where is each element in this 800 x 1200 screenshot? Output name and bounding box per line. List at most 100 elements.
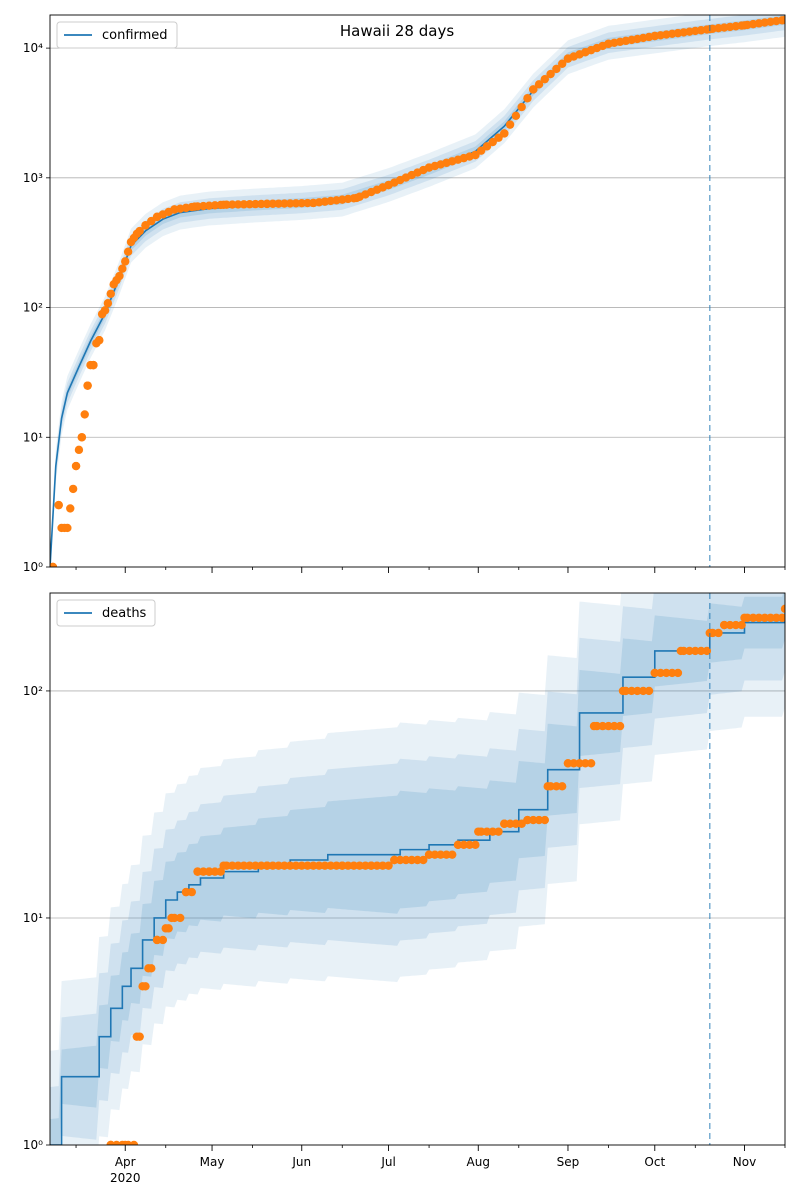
observed-point	[164, 924, 173, 933]
observed-point	[274, 861, 283, 870]
observed-point	[66, 504, 75, 513]
observed-point	[633, 686, 642, 696]
observed-point	[74, 445, 84, 455]
observed-point	[627, 686, 636, 696]
observed-point	[748, 613, 758, 622]
y-tick-label: 10⁰	[23, 1138, 43, 1152]
observed-point	[557, 782, 567, 791]
x-tick-label: Aug	[467, 1155, 490, 1169]
observed-point	[760, 613, 769, 622]
legend: confirmed	[56, 21, 178, 49]
observed-point	[494, 827, 503, 836]
observed-point	[199, 867, 208, 876]
observed-point	[54, 500, 63, 510]
observed-point	[152, 935, 162, 945]
observed-point	[529, 85, 538, 94]
observed-point	[725, 620, 735, 630]
plot-frame	[49, 14, 786, 568]
observed-point	[656, 668, 665, 678]
observed-point	[766, 613, 775, 622]
observed-point	[367, 861, 376, 870]
observed-point	[453, 840, 463, 850]
observed-point	[702, 646, 712, 656]
observed-point	[94, 336, 104, 345]
observed-point	[644, 686, 654, 696]
plot-frame	[49, 592, 786, 1146]
observed-point	[390, 855, 399, 865]
observed-point	[586, 759, 596, 768]
observed-point	[552, 64, 561, 74]
observed-point	[100, 306, 110, 315]
observed-point	[401, 855, 411, 865]
observed-point	[442, 850, 451, 859]
observed-point	[338, 861, 347, 870]
observed-point	[667, 668, 677, 678]
observed-point	[505, 120, 515, 129]
panel-2: 10⁰ 10¹ 10² Apr May Jun Jul Aug Sep Oct Nov 2020 dea…	[23, 592, 786, 1185]
observed-point	[89, 360, 98, 370]
observed-point	[529, 815, 538, 825]
observed-point	[737, 620, 746, 630]
observed-point	[80, 410, 89, 419]
observed-point	[123, 247, 133, 256]
observed-point	[326, 861, 335, 870]
x-tick-label: May	[200, 1155, 225, 1169]
observed-point	[523, 815, 532, 825]
observed-point	[285, 861, 295, 870]
uncertainty-band	[50, 593, 785, 1145]
observed-point	[60, 523, 69, 533]
observed-point	[500, 129, 509, 138]
observed-point	[592, 721, 602, 731]
model-line	[50, 19, 785, 567]
observed-point	[77, 433, 87, 442]
observed-point	[222, 861, 231, 870]
observed-point	[395, 855, 405, 865]
observed-point	[488, 827, 497, 836]
observed-point	[780, 604, 785, 614]
observed-point	[488, 137, 497, 147]
y-tick-label: 10⁴	[23, 41, 43, 55]
observed-point	[71, 461, 81, 471]
observed-point	[505, 819, 515, 828]
observed-point	[511, 819, 521, 828]
observed-point	[777, 613, 785, 622]
observed-point	[511, 111, 521, 121]
observed-point	[239, 861, 249, 870]
x-tick-label: Nov	[733, 1155, 756, 1169]
observed-point	[268, 861, 278, 870]
observed-point	[448, 850, 457, 859]
observed-point	[424, 850, 434, 859]
x-tick-label: Oct	[644, 1155, 665, 1169]
observed-point	[430, 850, 440, 859]
observed-point	[494, 133, 503, 142]
observed-point	[604, 721, 613, 731]
observed-point	[193, 867, 202, 876]
observed-point	[557, 59, 567, 68]
observed-point	[257, 861, 266, 870]
observed-point	[129, 1140, 139, 1145]
observed-point	[754, 613, 764, 622]
observed-point	[581, 759, 590, 768]
observed-point	[372, 861, 382, 870]
x-tick-label: Sep	[557, 1155, 580, 1169]
observed-point	[482, 827, 492, 836]
chart-title: Hawaii 28 days	[340, 22, 454, 40]
legend-label: confirmed	[102, 28, 168, 43]
observed-point	[708, 628, 717, 638]
observed-point	[251, 861, 260, 870]
x-tick-label: Apr	[115, 1155, 136, 1169]
observed-point	[245, 861, 254, 870]
observed-point	[615, 721, 625, 731]
observed-point	[106, 289, 115, 298]
observed-point	[777, 16, 785, 25]
observed-point	[50, 562, 58, 567]
observed-point	[500, 819, 509, 828]
observed-point	[135, 226, 144, 236]
uncertainty-band	[50, 15, 785, 567]
y-tick-label: 10³	[23, 171, 43, 185]
observed-point	[563, 759, 573, 768]
observed-point	[476, 827, 486, 836]
y-tick-label: 10⁰	[23, 560, 43, 574]
observed-point	[459, 840, 468, 850]
